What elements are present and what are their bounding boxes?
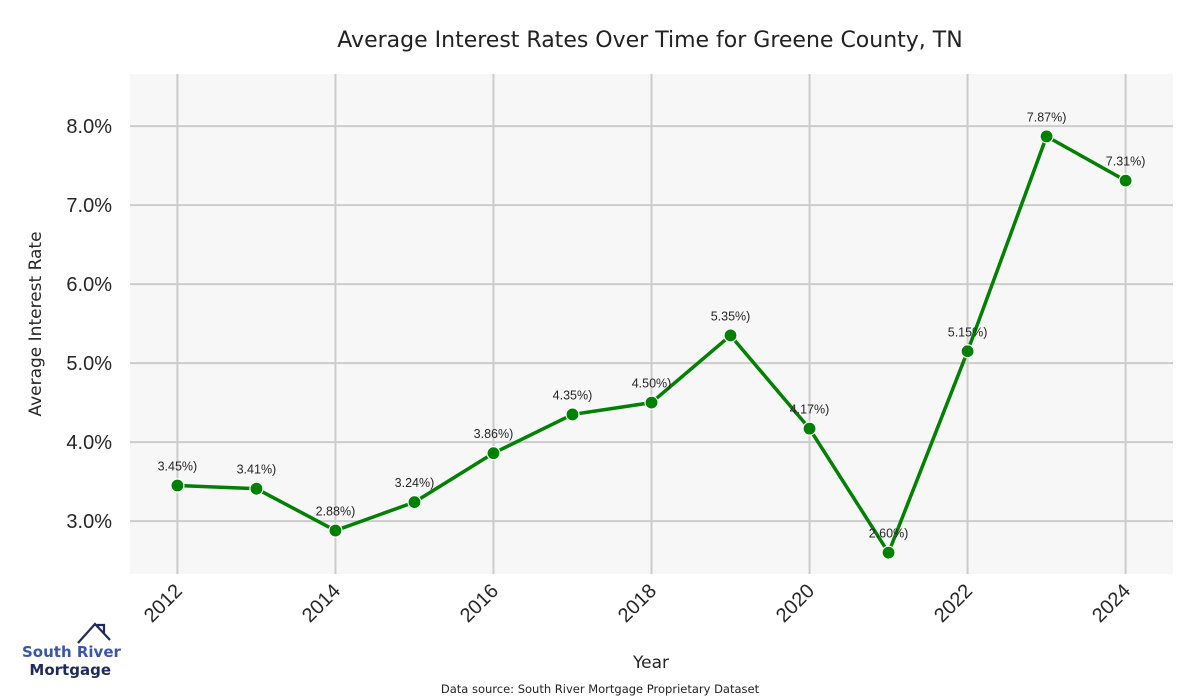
x-tick-label: 2022 [930,580,977,627]
data-point [486,446,501,461]
data-point [881,545,896,560]
x-tick-label: 2024 [1088,580,1135,627]
x-axis-ticks: 2012 2014 2016 2018 2020 2022 2024 [140,580,1135,627]
y-tick-label: 8.0% [66,116,112,138]
data-point [1118,173,1133,188]
data-point [407,495,422,510]
logo-text-line1: South River [22,643,122,661]
data-label: 3.24%) [395,476,435,490]
data-point [723,328,738,343]
data-label: 3.45%) [158,460,198,474]
y-tick-label: 5.0% [66,353,112,375]
x-axis-label: Year [632,653,669,673]
data-point [960,344,975,359]
data-label: 5.35%) [711,309,751,323]
data-label: 7.87%) [1027,110,1067,124]
x-tick-label: 2018 [614,580,661,627]
data-label: 3.41%) [237,463,277,477]
data-label: 4.17%) [790,403,830,417]
x-tick-label: 2014 [298,580,345,627]
data-point [170,478,185,493]
data-point [249,481,264,496]
data-label: 2.60%) [869,527,909,541]
data-point [802,421,817,436]
y-axis-label: Average Interest Rate [26,231,46,416]
data-labels: 3.45%) 3.41%) 2.88%) 3.24%) 3.86%) 4.35%) 4.50… [158,110,1146,540]
x-tick-label: 2016 [456,580,503,627]
x-tick-label: 2012 [140,580,187,627]
data-point [565,407,580,422]
chart-title: Average Interest Rates Over Time for Gre… [337,28,962,53]
series-average-interest-rate [170,129,1133,560]
data-label: 4.50%) [632,377,672,391]
data-label: 5.15%) [948,325,988,339]
y-tick-label: 7.0% [66,195,112,217]
y-axis-ticks: 3.0% 4.0% 5.0% 6.0% 7.0% 8.0% [66,116,112,533]
data-label: 2.88%) [316,505,356,519]
data-label: 3.86%) [474,427,514,441]
y-tick-label: 3.0% [66,511,112,533]
south-river-mortgage-logo: South River Mortgage [22,622,122,679]
logo-text-line2: Mortgage [29,661,111,679]
data-label: 7.31%) [1106,155,1146,169]
x-tick-label: 2020 [772,580,819,627]
house-roof-icon [77,622,111,644]
data-point [328,523,343,538]
y-tick-label: 6.0% [66,274,112,296]
grid-lines [130,74,1173,574]
data-label: 4.35%) [553,388,593,402]
source-note: Data source: South River Mortgage Propri… [441,682,760,696]
data-point [644,395,659,410]
y-tick-label: 4.0% [66,432,112,454]
data-point [1039,129,1054,144]
